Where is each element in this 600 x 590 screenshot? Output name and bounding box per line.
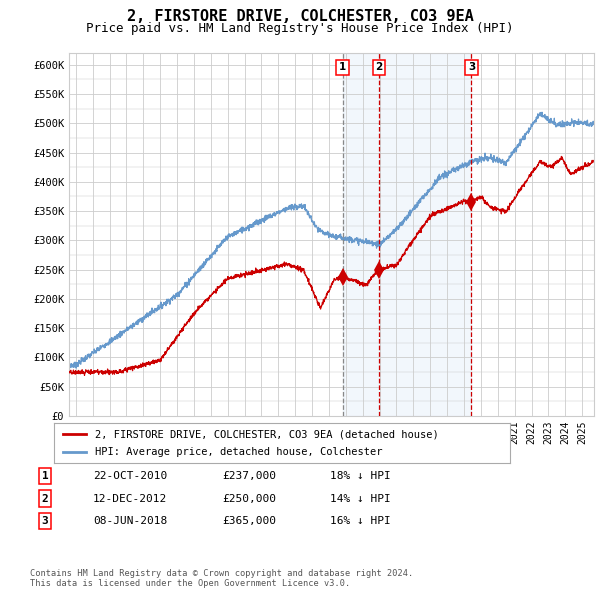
Text: 12-DEC-2012: 12-DEC-2012 xyxy=(93,494,167,503)
Text: 14% ↓ HPI: 14% ↓ HPI xyxy=(330,494,391,503)
Text: 18% ↓ HPI: 18% ↓ HPI xyxy=(330,471,391,481)
Text: 2: 2 xyxy=(375,62,382,72)
Text: 16% ↓ HPI: 16% ↓ HPI xyxy=(330,516,391,526)
Text: 2, FIRSTORE DRIVE, COLCHESTER, CO3 9EA (detached house): 2, FIRSTORE DRIVE, COLCHESTER, CO3 9EA (… xyxy=(95,430,439,440)
Bar xyxy=(343,53,472,416)
Text: 3: 3 xyxy=(41,516,49,526)
Text: Price paid vs. HM Land Registry's House Price Index (HPI): Price paid vs. HM Land Registry's House … xyxy=(86,22,514,35)
Text: 3: 3 xyxy=(468,62,475,72)
Text: £365,000: £365,000 xyxy=(222,516,276,526)
Text: 22-OCT-2010: 22-OCT-2010 xyxy=(93,471,167,481)
Text: £237,000: £237,000 xyxy=(222,471,276,481)
Text: 08-JUN-2018: 08-JUN-2018 xyxy=(93,516,167,526)
Text: 2, FIRSTORE DRIVE, COLCHESTER, CO3 9EA: 2, FIRSTORE DRIVE, COLCHESTER, CO3 9EA xyxy=(127,9,473,24)
Text: HPI: Average price, detached house, Colchester: HPI: Average price, detached house, Colc… xyxy=(95,447,383,457)
Text: 1: 1 xyxy=(339,62,346,72)
Text: 2: 2 xyxy=(41,494,49,503)
Text: Contains HM Land Registry data © Crown copyright and database right 2024.
This d: Contains HM Land Registry data © Crown c… xyxy=(30,569,413,588)
Text: 1: 1 xyxy=(41,471,49,481)
Text: £250,000: £250,000 xyxy=(222,494,276,503)
